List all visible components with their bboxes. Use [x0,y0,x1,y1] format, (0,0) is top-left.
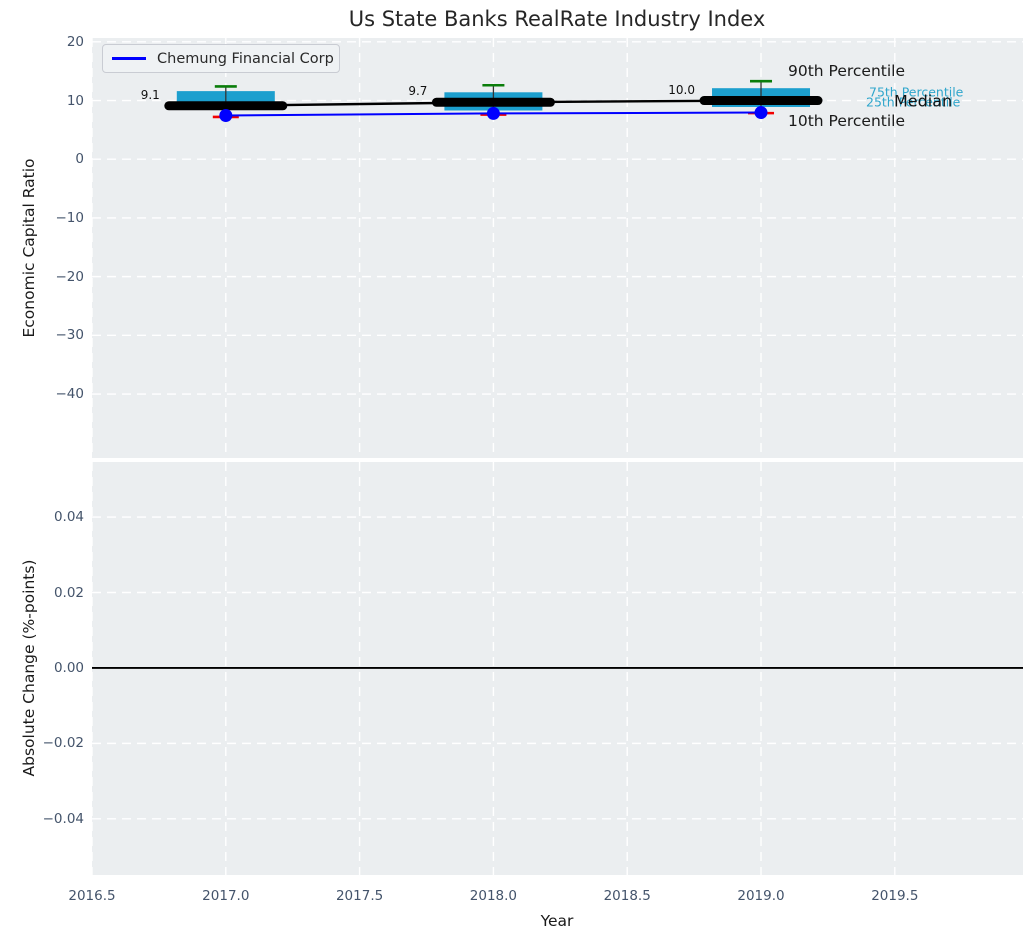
y-axis-label-economic-capital-ratio: Economic Capital Ratio [20,158,38,338]
y-tick-label: −0.04 [42,810,84,827]
x-tick-label: 2019.0 [737,888,785,904]
company-point [486,106,500,120]
annotation-median: Median [894,91,953,111]
x-tick-label: 2018.5 [603,888,651,904]
x-tick-label: 2017.5 [335,888,384,904]
y-tick-label: −0.02 [42,735,84,752]
company-point [754,106,768,120]
y-tick-label: 20 [66,33,84,50]
y-tick-label: 10 [66,92,84,109]
x-tick-label: 2016.5 [68,888,116,904]
median-value-label: 9.7 [408,84,428,99]
y-tick-label: −30 [55,327,85,344]
x-tick-label: 2019.5 [871,888,919,904]
median-value-label: 9.1 [140,87,160,102]
y-tick-label: 0.02 [53,584,84,601]
y-tick-label: 0 [75,151,84,168]
annotation-75th-percentile: 75th Percentile [869,84,964,100]
company-point [219,108,233,122]
y-tick-label: −20 [55,268,85,285]
annotation-90th-percentile: 90th Percentile [788,62,906,80]
y-tick-label: −10 [55,209,85,226]
x-tick-label: 2017.0 [202,888,250,904]
legend-series-label: Chemung Financial Corp [157,50,334,67]
legend: Chemung Financial Corp [102,44,340,73]
x-tick-label: 2018.0 [469,888,518,904]
chart-title: Us State Banks RealRate Industry Index [348,7,766,31]
median-value-label: 10.0 [668,82,695,97]
annotation-25th-percentile: 25th Percentile [866,94,961,110]
annotation-10th-percentile: 10th Percentile [788,112,906,130]
x-axis-label-year: Year [540,912,574,930]
y-tick-label: −40 [55,386,85,403]
y-tick-label: 0.00 [53,659,84,676]
legend-line-sample [112,57,146,60]
y-tick-label: 0.04 [53,509,84,526]
